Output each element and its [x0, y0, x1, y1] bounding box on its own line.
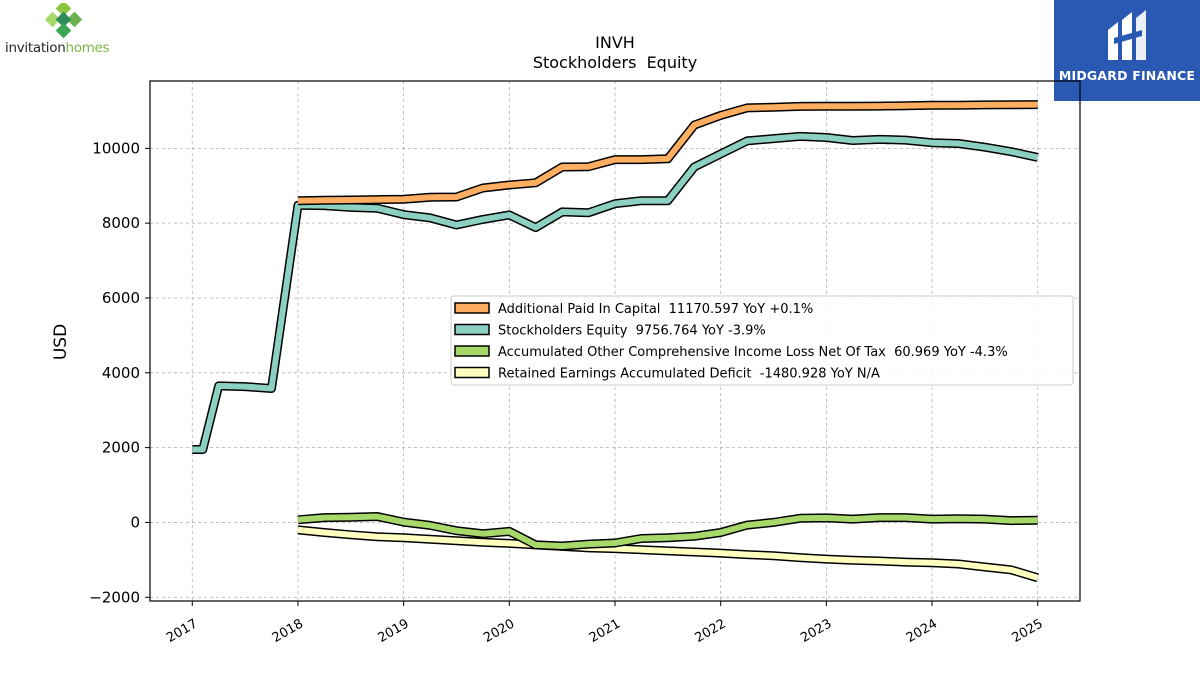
y-tick-label: 4000	[102, 364, 140, 382]
chart-legend: Additional Paid In Capital 11170.597 YoY…	[450, 295, 1074, 386]
series-line-retained-earnings-accumulated-deficit	[297, 526, 1039, 581]
legend-entry-label: Retained Earnings Accumulated Deficit -1…	[498, 367, 880, 382]
legend-swatch	[454, 366, 490, 379]
legend-swatch	[454, 345, 490, 357]
series-line-accumulated-other-comprehensive-income-loss-net-of-tax	[297, 513, 1038, 549]
x-tick-label: 2022	[693, 616, 729, 646]
legend-box	[450, 295, 1074, 386]
m-monogram-icon	[1108, 10, 1146, 60]
y-tick-label: 0	[130, 513, 140, 531]
logo-wordmark: invitationhomes	[5, 40, 110, 56]
x-tick-label: 2021	[587, 616, 623, 646]
chart-title: INVH	[595, 33, 635, 52]
logo-wordmark-part1: invitation	[5, 40, 66, 56]
company-logo: invitationhomes	[0, 0, 140, 64]
x-axis-ticks: 2017 2018 2019 2020 2021 2022 2023 2024 2025	[164, 601, 1046, 646]
y-tick-label: −2000	[89, 588, 140, 606]
brand-name: MIDGARD FINANCE	[1058, 68, 1196, 83]
legend-swatch	[454, 323, 490, 336]
legend-entry-label: Accumulated Other Comprehensive Income L…	[498, 345, 1008, 360]
logo-wordmark-part2: homes	[65, 40, 110, 56]
y-tick-label: 8000	[102, 214, 140, 232]
legend-entry-label: Additional Paid In Capital 11170.597 YoY…	[498, 302, 813, 317]
x-tick-label: 2025	[1010, 616, 1046, 646]
series-lines	[192, 100, 1039, 583]
y-tick-label: 10000	[92, 139, 140, 157]
y-axis-ticks: −2000 0 2000 4000 6000 8000 10000	[89, 139, 150, 606]
legend-swatch	[454, 302, 490, 314]
x-tick-label: 2020	[481, 616, 517, 646]
y-tick-label: 2000	[102, 439, 140, 457]
green-diamond-cluster-icon	[46, 3, 82, 39]
y-tick-label: 6000	[102, 289, 140, 307]
x-tick-label: 2018	[270, 616, 306, 646]
x-tick-label: 2023	[798, 616, 834, 646]
series-line-stockholders-equity	[192, 133, 1039, 453]
x-tick-label: 2019	[375, 616, 411, 646]
x-tick-label: 2017	[164, 616, 200, 646]
series-line-additional-paid-in-capital	[297, 101, 1038, 204]
brand-badge: MIDGARD FINANCE	[1054, 0, 1200, 101]
series-line-outline-additional-paid-in-capital	[297, 100, 1038, 206]
chart-subtitle: Stockholders Equity	[533, 53, 697, 72]
x-tick-label: 2024	[904, 616, 940, 646]
legend-entry-label: Stockholders Equity 9756.764 YoY -3.9%	[498, 324, 766, 339]
y-axis-label: USD	[51, 324, 71, 360]
